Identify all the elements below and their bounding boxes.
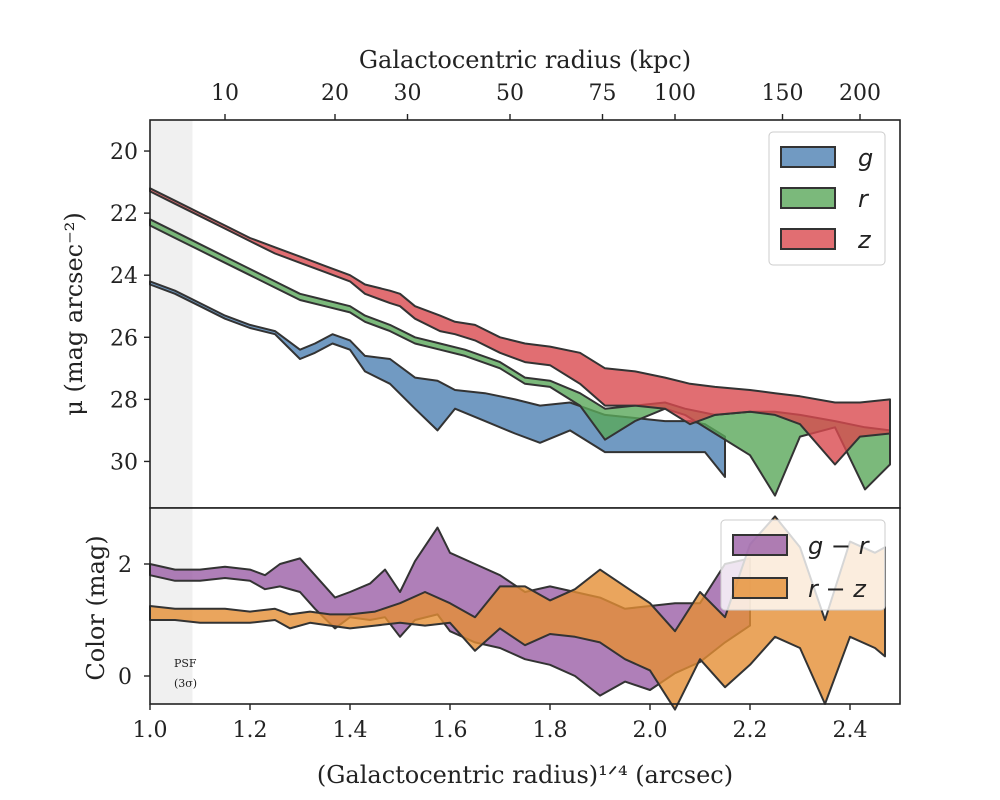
bottom-series-areas <box>149 515 886 711</box>
bottom-y-ticks: 02 <box>118 553 150 690</box>
kpc-tick-label: 100 <box>654 81 696 106</box>
band-r <box>149 218 891 497</box>
legend-swatch <box>780 187 836 209</box>
x-tick-label: 1.4 <box>333 718 368 743</box>
kpc-tick-label: 30 <box>394 81 422 106</box>
legend-label: g − r <box>808 532 871 560</box>
kpc-tick-label: 20 <box>321 81 349 106</box>
x-tick-label: 1.8 <box>533 718 568 743</box>
x-tick-label: 2.2 <box>733 718 768 743</box>
y-tick-label: 26 <box>110 326 138 351</box>
y-tick-label: 24 <box>110 264 138 289</box>
x-tick-label: 2.4 <box>833 718 868 743</box>
psf-label: PSF <box>174 657 197 670</box>
top-y-ticks: 20 22 24 26 28 30 <box>110 140 150 475</box>
bottom-legend: g − r r − z <box>720 519 886 611</box>
top-legend: grz <box>768 131 886 266</box>
legend-swatch <box>732 577 788 599</box>
bottom-panel-frame <box>149 507 901 705</box>
top-y-axis-label: μ (mag arcsec⁻²) <box>60 212 88 415</box>
legend-swatch <box>732 534 788 556</box>
y-tick-label: 28 <box>110 388 138 413</box>
x-tick-label: 1.2 <box>233 718 268 743</box>
x-tick-label: 2.0 <box>633 718 668 743</box>
kpc-tick-label: 75 <box>589 81 617 106</box>
band-z <box>149 187 891 466</box>
y-tick-label: 2 <box>118 553 132 578</box>
legend-label: g <box>858 144 873 172</box>
surface-brightness-panel: 20 22 24 26 28 30 10 20 30 50 75 100 150 200 Galacto… <box>60 46 901 509</box>
x-tick-label: 1.0 <box>133 718 168 743</box>
legend-label: r − z <box>808 575 867 603</box>
band-g <box>149 280 726 478</box>
legend-swatch <box>780 228 836 250</box>
psf-sublabel: (3σ) <box>174 677 197 690</box>
bottom-x-axis-label: (Galactocentric radius)¹ᐟ⁴ (arcsec) <box>317 761 733 789</box>
band-color-1 <box>149 515 886 711</box>
top-axis-title: Galactocentric radius (kpc) <box>359 46 691 74</box>
legend-label: r <box>858 185 870 213</box>
kpc-tick-label: 10 <box>211 81 239 106</box>
top-kpc-ticks: 10 20 30 50 75 100 150 200 <box>211 81 881 120</box>
psf-shaded-region <box>150 120 193 508</box>
kpc-tick-label: 200 <box>839 81 881 106</box>
y-tick-label: 30 <box>110 450 138 475</box>
top-series-areas <box>149 187 891 497</box>
y-tick-label: 22 <box>110 202 138 227</box>
legend-swatch <box>780 146 836 168</box>
x-tick-label: 1.6 <box>433 718 468 743</box>
bottom-y-axis-label: Color (mag) <box>82 535 110 680</box>
kpc-tick-label: 150 <box>762 81 804 106</box>
y-tick-label: 20 <box>110 140 138 165</box>
y-tick-label: 0 <box>118 665 132 690</box>
color-panel: 02 1.0 1.2 1.4 1.6 1.8 2.0 2.2 2.4 Color (mag) … <box>82 507 901 789</box>
legend-label: z <box>857 226 872 254</box>
kpc-tick-label: 50 <box>496 81 524 106</box>
bottom-x-ticks: 1.0 1.2 1.4 1.6 1.8 2.0 2.2 2.4 <box>133 704 868 743</box>
